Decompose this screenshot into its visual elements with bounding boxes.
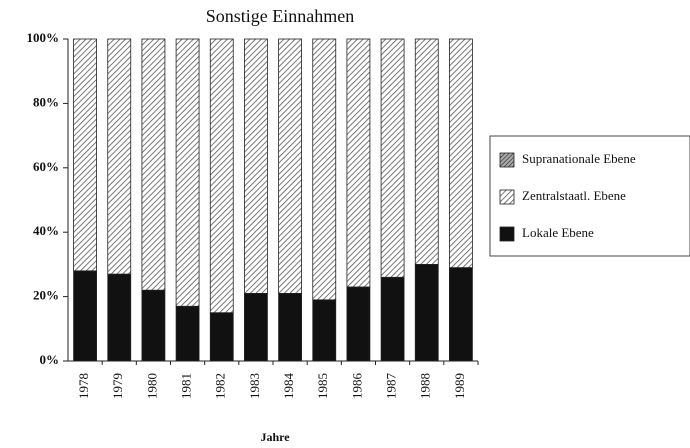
legend-label: Zentralstaatl. Ebene	[522, 188, 626, 203]
legend-swatch	[499, 189, 515, 205]
bar-segment	[414, 38, 439, 265]
x-tick-label: 1983	[247, 373, 262, 399]
y-tick-label: 100%	[27, 30, 60, 45]
y-tick-label: 80%	[33, 94, 59, 109]
bar-segment	[380, 38, 405, 278]
x-tick-label: 1988	[418, 373, 433, 399]
bar-segment	[175, 38, 200, 307]
bar-segment	[278, 292, 302, 362]
legend-box	[489, 135, 690, 257]
bar-segment	[244, 38, 268, 294]
bar-segment	[107, 38, 132, 275]
x-tick-label: 1987	[384, 373, 399, 400]
y-tick-label: 20%	[33, 288, 59, 303]
bar-segment	[141, 38, 166, 291]
x-axis-label: Jahre	[260, 430, 290, 444]
bar-segment	[449, 267, 473, 362]
bar-segment	[244, 292, 268, 362]
y-tick-label: 0%	[40, 352, 60, 367]
x-tick-label: 1986	[349, 373, 364, 400]
bar-segment	[449, 38, 473, 269]
bar-segment	[73, 38, 97, 272]
x-tick-label: 1978	[76, 373, 91, 399]
bar-segment	[346, 286, 371, 362]
y-tick-label: 40%	[33, 223, 59, 238]
x-tick-label: 1980	[144, 373, 159, 399]
bar-segment	[278, 38, 302, 294]
x-tick-label: 1982	[213, 373, 228, 399]
bar-segment	[209, 312, 234, 362]
bar-segment	[73, 270, 97, 362]
x-tick-label: 1984	[281, 373, 296, 400]
x-tick-label: 1981	[179, 373, 194, 399]
bar-segment	[107, 273, 132, 362]
x-tick-label: 1989	[452, 373, 467, 399]
bar-segment	[414, 263, 439, 362]
x-tick-label: 1985	[315, 373, 330, 399]
legend-swatch	[499, 226, 515, 242]
bar-segment	[312, 38, 337, 301]
bar-segment	[209, 38, 234, 314]
bar-segment	[312, 299, 337, 362]
legend-swatch	[499, 152, 515, 168]
x-tick-label: 1979	[110, 373, 125, 399]
legend-label: Supranationale Ebene	[522, 151, 636, 166]
bar-segment	[175, 305, 200, 362]
bar-segment	[141, 289, 166, 362]
bar-segment	[346, 38, 371, 288]
legend-label: Lokale Ebene	[522, 225, 594, 240]
y-tick-label: 60%	[33, 159, 59, 174]
bar-segment	[380, 276, 405, 362]
chart-title: Sonstige Einnahmen	[206, 6, 354, 26]
